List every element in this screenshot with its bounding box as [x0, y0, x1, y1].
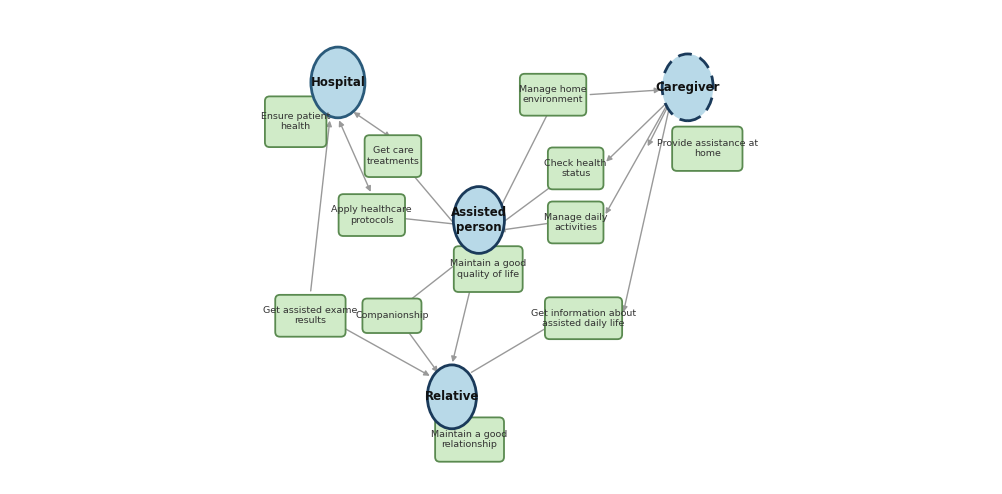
FancyBboxPatch shape: [339, 194, 405, 236]
Text: Maintain a good
relationship: Maintain a good relationship: [432, 430, 508, 449]
Text: Caregiver: Caregiver: [655, 81, 719, 94]
FancyBboxPatch shape: [520, 74, 586, 116]
Ellipse shape: [662, 54, 713, 121]
Text: Manage home
environment: Manage home environment: [519, 85, 587, 104]
FancyBboxPatch shape: [265, 96, 327, 147]
FancyBboxPatch shape: [435, 417, 504, 462]
Text: Check health
status: Check health status: [544, 159, 607, 178]
Text: Apply healthcare
protocols: Apply healthcare protocols: [332, 206, 412, 225]
Text: Companionship: Companionship: [355, 311, 429, 320]
Ellipse shape: [311, 47, 365, 118]
Text: Assisted
person: Assisted person: [451, 206, 507, 234]
Text: Manage daily
activities: Manage daily activities: [544, 213, 607, 232]
Ellipse shape: [453, 187, 504, 253]
FancyBboxPatch shape: [365, 135, 421, 177]
FancyBboxPatch shape: [545, 297, 622, 339]
FancyBboxPatch shape: [672, 126, 742, 171]
FancyBboxPatch shape: [548, 148, 603, 189]
FancyBboxPatch shape: [363, 298, 422, 333]
Text: Get care
treatments: Get care treatments: [367, 146, 420, 166]
FancyBboxPatch shape: [454, 246, 523, 292]
Text: Get assisted exame
results: Get assisted exame results: [264, 306, 358, 326]
Text: Ensure patient
health: Ensure patient health: [261, 112, 331, 131]
Text: Relative: Relative: [425, 390, 479, 403]
FancyBboxPatch shape: [276, 295, 346, 337]
Ellipse shape: [427, 365, 476, 429]
Text: Get information about
assisted daily life: Get information about assisted daily lif…: [531, 309, 636, 328]
FancyBboxPatch shape: [548, 202, 603, 244]
Text: Hospital: Hospital: [311, 76, 366, 89]
Text: Provide assistance at
home: Provide assistance at home: [656, 139, 758, 159]
Text: Maintain a good
quality of life: Maintain a good quality of life: [450, 259, 526, 279]
